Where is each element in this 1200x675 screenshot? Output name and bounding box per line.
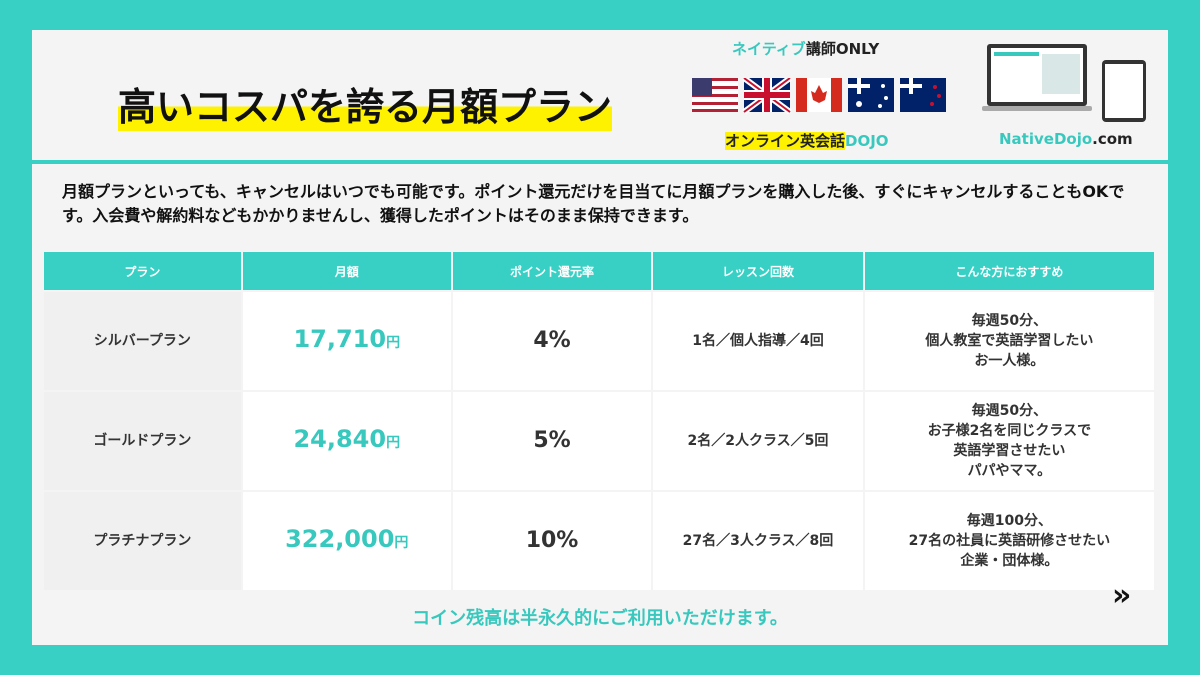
flag-row [692, 75, 946, 115]
plan-name: プラチナプラン [44, 492, 241, 590]
recommend-line: 毎週50分、 [971, 403, 1048, 419]
site-part: NativeDojo [999, 130, 1093, 148]
recommend-line: お子様2名を同じクラスで [927, 423, 1092, 439]
lessons: 27名／3人クラス／8回 [653, 492, 863, 590]
price: 17,710 [293, 325, 387, 353]
price-unit: 円 [386, 335, 401, 351]
recommend-line: 企業・団体様。 [960, 553, 1059, 569]
recommend: 毎週50分、個人教室で英語学習したい お一人様。 [864, 292, 1154, 390]
next-arrow: » [1112, 578, 1132, 613]
brand-part: DOJO [845, 132, 889, 150]
column-header: ポイント還元率 [452, 252, 652, 290]
recommend: 毎週50分、お子様2名を同じクラスで 英語学習させたい パパやママ。 [864, 392, 1154, 490]
footer-note: コイン残高は半永久的にご利用いただけます。 [412, 608, 788, 629]
recommend-line: 毎週50分、 [971, 313, 1048, 329]
flag-nz [900, 78, 946, 112]
recommend-line: パパやママ。 [967, 463, 1052, 479]
price-cell: 17,710円 [242, 292, 451, 390]
site-part: .com [1092, 130, 1133, 148]
device-mockup [982, 44, 1146, 122]
slide: 高いコスパを誇る月額プラン ネイティブ講師ONLY オンライン英会話DOJO N… [32, 30, 1168, 645]
plan-row: ゴールドプラン 24,840円 5% 2名／2人クラス／5回 毎週50分、 お子様2名を同… [44, 392, 1154, 490]
badge-part: 講師ONLY [805, 40, 880, 58]
price-unit: 円 [386, 435, 401, 451]
column-header: プラン [44, 252, 241, 290]
flag-us [692, 78, 738, 112]
site-url: NativeDojo.com [999, 130, 1133, 148]
table-body: シルバープラン 17,710円 4% 1名／個人指導／4回 毎週50分、 個人教室で英語学… [44, 292, 1154, 590]
flags [692, 75, 952, 118]
price-cell: 24,840円 [242, 392, 451, 490]
recommend-line: 個人教室で英語学習したい [925, 333, 1094, 349]
point-rate: 5% [452, 392, 652, 490]
price-cell: 322,000円 [242, 492, 451, 590]
column-header: 月額 [242, 252, 451, 290]
recommend: 毎週100分、 27名の社員に英語研修させたい 企業・団体様。 [864, 492, 1154, 590]
brand: オンライン英会話DOJO [725, 130, 889, 151]
recommend-line: 毎週100分、 [966, 513, 1052, 529]
column-header: こんな方におすすめ [864, 252, 1154, 290]
recommend-line: 英語学習させたい [953, 443, 1066, 459]
plan-table: プラン 月額 ポイント還元率 レッスン回数 こんな方におすすめ シルバープラン 17,710… [42, 250, 1156, 592]
plan-row: プラチナプラン 322,000円 10% 27名／3人クラス／8回 毎週100分、 27名… [44, 492, 1154, 590]
point-rate: 10% [452, 492, 652, 590]
plan-row: シルバープラン 17,710円 4% 1名／個人指導／4回 毎週50分、 個人教室で英語学… [44, 292, 1154, 390]
price-unit: 円 [394, 535, 409, 551]
price: 322,000 [285, 525, 395, 553]
flag-au [848, 78, 894, 112]
header: 高いコスパを誇る月額プラン ネイティブ講師ONLY オンライン英会話DOJO N… [32, 30, 1168, 164]
brand-part: オンライン英会話 [725, 132, 846, 150]
point-rate: 4% [452, 292, 652, 390]
plan-name: ゴールドプラン [44, 392, 241, 490]
recommend-line: 27名の社員に英語研修させたい [908, 533, 1111, 549]
plan-name: シルバープラン [44, 292, 241, 390]
badge-part: ネイティブ [732, 40, 806, 58]
title: 高いコスパを誇る月額プラン [118, 76, 613, 131]
lessons: 2名／2人クラス／5回 [653, 392, 863, 490]
lessons: 1名／個人指導／4回 [653, 292, 863, 390]
flag-ca [796, 78, 842, 112]
intro: 月額プランといっても、キャンセルはいつでも可能です。ポイント還元だけを目当てに月… [62, 182, 1125, 225]
column-header: レッスン回数 [653, 252, 863, 290]
price: 24,840 [293, 425, 387, 453]
recommend-line: お一人様。 [974, 353, 1045, 369]
header-row: プラン 月額 ポイント還元率 レッスン回数 こんな方におすすめ [44, 252, 1154, 290]
flag-uk [742, 75, 792, 115]
badge: ネイティブ講師ONLY [732, 38, 879, 59]
